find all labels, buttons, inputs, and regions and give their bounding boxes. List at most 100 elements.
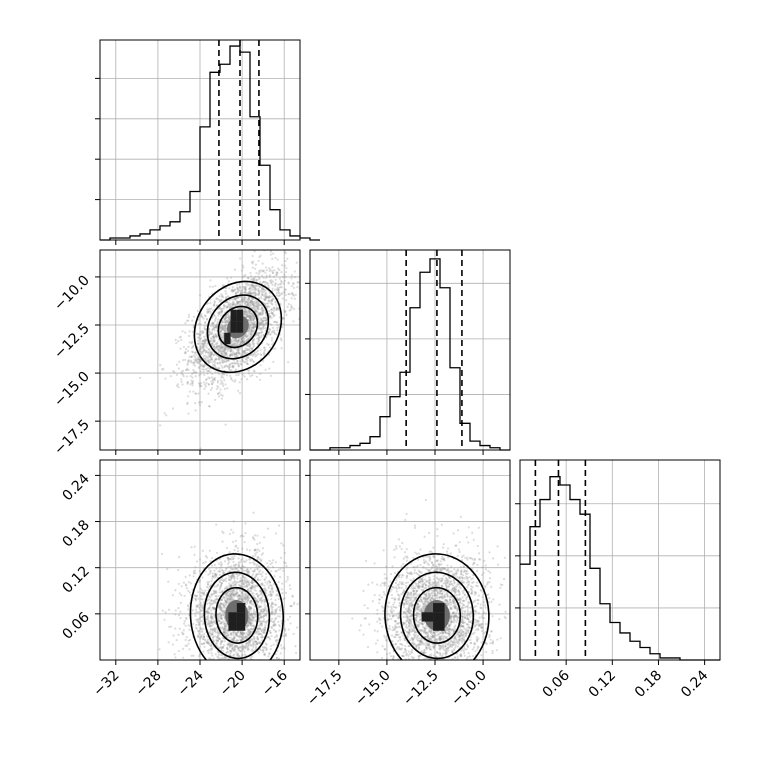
- scatter-point: [282, 628, 286, 631]
- scatter-point: [253, 588, 256, 591]
- scatter-point: [226, 557, 230, 560]
- scatter-point: [259, 578, 262, 582]
- scatter-point: [251, 300, 254, 304]
- scatter-point: [214, 371, 217, 374]
- scatter-point: [248, 630, 252, 633]
- scatter-point: [211, 564, 214, 567]
- scatter-point: [178, 627, 181, 630]
- scatter-point: [219, 615, 222, 618]
- scatter-point: [242, 335, 245, 339]
- scatter-point: [290, 687, 292, 689]
- scatter-point: [269, 620, 272, 623]
- scatter-point: [214, 335, 217, 338]
- scatter-point: [233, 666, 235, 668]
- scatter-point: [287, 628, 290, 631]
- scatter-point: [233, 268, 237, 271]
- scatter-point: [226, 387, 229, 390]
- scatter-point: [255, 331, 259, 335]
- scatter-point: [277, 287, 280, 291]
- scatter-point: [263, 298, 267, 302]
- scatter-point: [260, 334, 263, 337]
- scatter-point: [278, 277, 282, 280]
- scatter-point: [197, 342, 200, 345]
- scatter-point: [252, 511, 255, 514]
- scatter-point: [249, 317, 253, 320]
- scatter-point: [189, 638, 192, 642]
- scatter-point: [256, 556, 259, 559]
- scatter-point: [257, 289, 260, 292]
- scatter-point: [222, 304, 226, 307]
- scatter-point: [226, 664, 228, 666]
- scatter-point: [258, 331, 262, 335]
- scatter-point: [202, 347, 205, 350]
- scatter-point: [211, 632, 214, 636]
- scatter-point: [179, 335, 182, 338]
- scatter-point: [212, 336, 215, 339]
- scatter-point: [260, 353, 263, 357]
- scatter-point: [221, 328, 224, 331]
- scatter-point: [209, 644, 212, 647]
- scatter-point: [241, 580, 244, 584]
- scatter-point: [222, 571, 225, 574]
- scatter-point: [233, 288, 236, 291]
- scatter-point: [221, 366, 224, 369]
- scatter-point: [259, 598, 262, 601]
- scatter-point: [214, 335, 217, 338]
- scatter-point: [235, 651, 238, 654]
- scatter-point: [199, 616, 202, 620]
- scatter-point: [269, 592, 272, 596]
- scatter-point: [238, 573, 242, 576]
- scatter-point: [199, 348, 202, 351]
- scatter-point: [246, 344, 249, 347]
- scatter-point: [252, 369, 255, 372]
- scatter-point: [256, 307, 259, 310]
- scatter-point: [265, 610, 269, 613]
- scatter-point: [290, 277, 293, 280]
- scatter-point: [227, 642, 230, 645]
- scatter-point: [244, 296, 247, 299]
- scatter-point: [249, 319, 252, 322]
- scatter-point: [200, 595, 203, 598]
- scatter-point: [256, 629, 259, 632]
- scatter-point: [251, 342, 255, 346]
- scatter-point: [239, 292, 242, 295]
- scatter-point: [236, 291, 239, 294]
- scatter-point: [204, 321, 207, 324]
- scatter-point: [251, 581, 254, 585]
- scatter-point: [253, 324, 256, 327]
- scatter-point: [257, 674, 259, 676]
- scatter-point: [227, 359, 230, 362]
- scatter-point: [213, 627, 217, 631]
- scatter-point: [182, 632, 185, 635]
- scatter-point: [314, 267, 316, 269]
- scatter-point: [238, 645, 241, 649]
- scatter-point: [234, 640, 237, 643]
- scatter-point: [233, 576, 236, 579]
- scatter-point: [287, 281, 290, 284]
- scatter-point: [245, 641, 248, 645]
- scatter-point: [196, 618, 199, 621]
- scatter-point: [198, 401, 201, 404]
- scatter-point: [249, 586, 253, 590]
- scatter-point: [253, 325, 256, 328]
- scatter-point: [230, 528, 233, 531]
- scatter-point: [242, 639, 245, 642]
- scatter-point: [273, 332, 276, 335]
- scatter-point: [219, 326, 222, 330]
- scatter-point: [215, 357, 218, 360]
- scatter-point: [236, 301, 240, 304]
- scatter-point: [210, 620, 213, 623]
- scatter-point: [240, 639, 243, 642]
- scatter-point: [197, 336, 200, 339]
- scatter-point: [180, 372, 183, 375]
- scatter-point: [214, 662, 216, 664]
- scatter-point: [227, 303, 230, 306]
- scatter-point: [236, 296, 239, 299]
- scatter-point: [211, 364, 215, 367]
- scatter-point: [246, 362, 249, 365]
- scatter-point: [223, 596, 226, 599]
- scatter-point: [266, 664, 268, 666]
- scatter-point: [269, 333, 272, 336]
- scatter-point: [293, 297, 296, 300]
- scatter-point: [192, 575, 195, 578]
